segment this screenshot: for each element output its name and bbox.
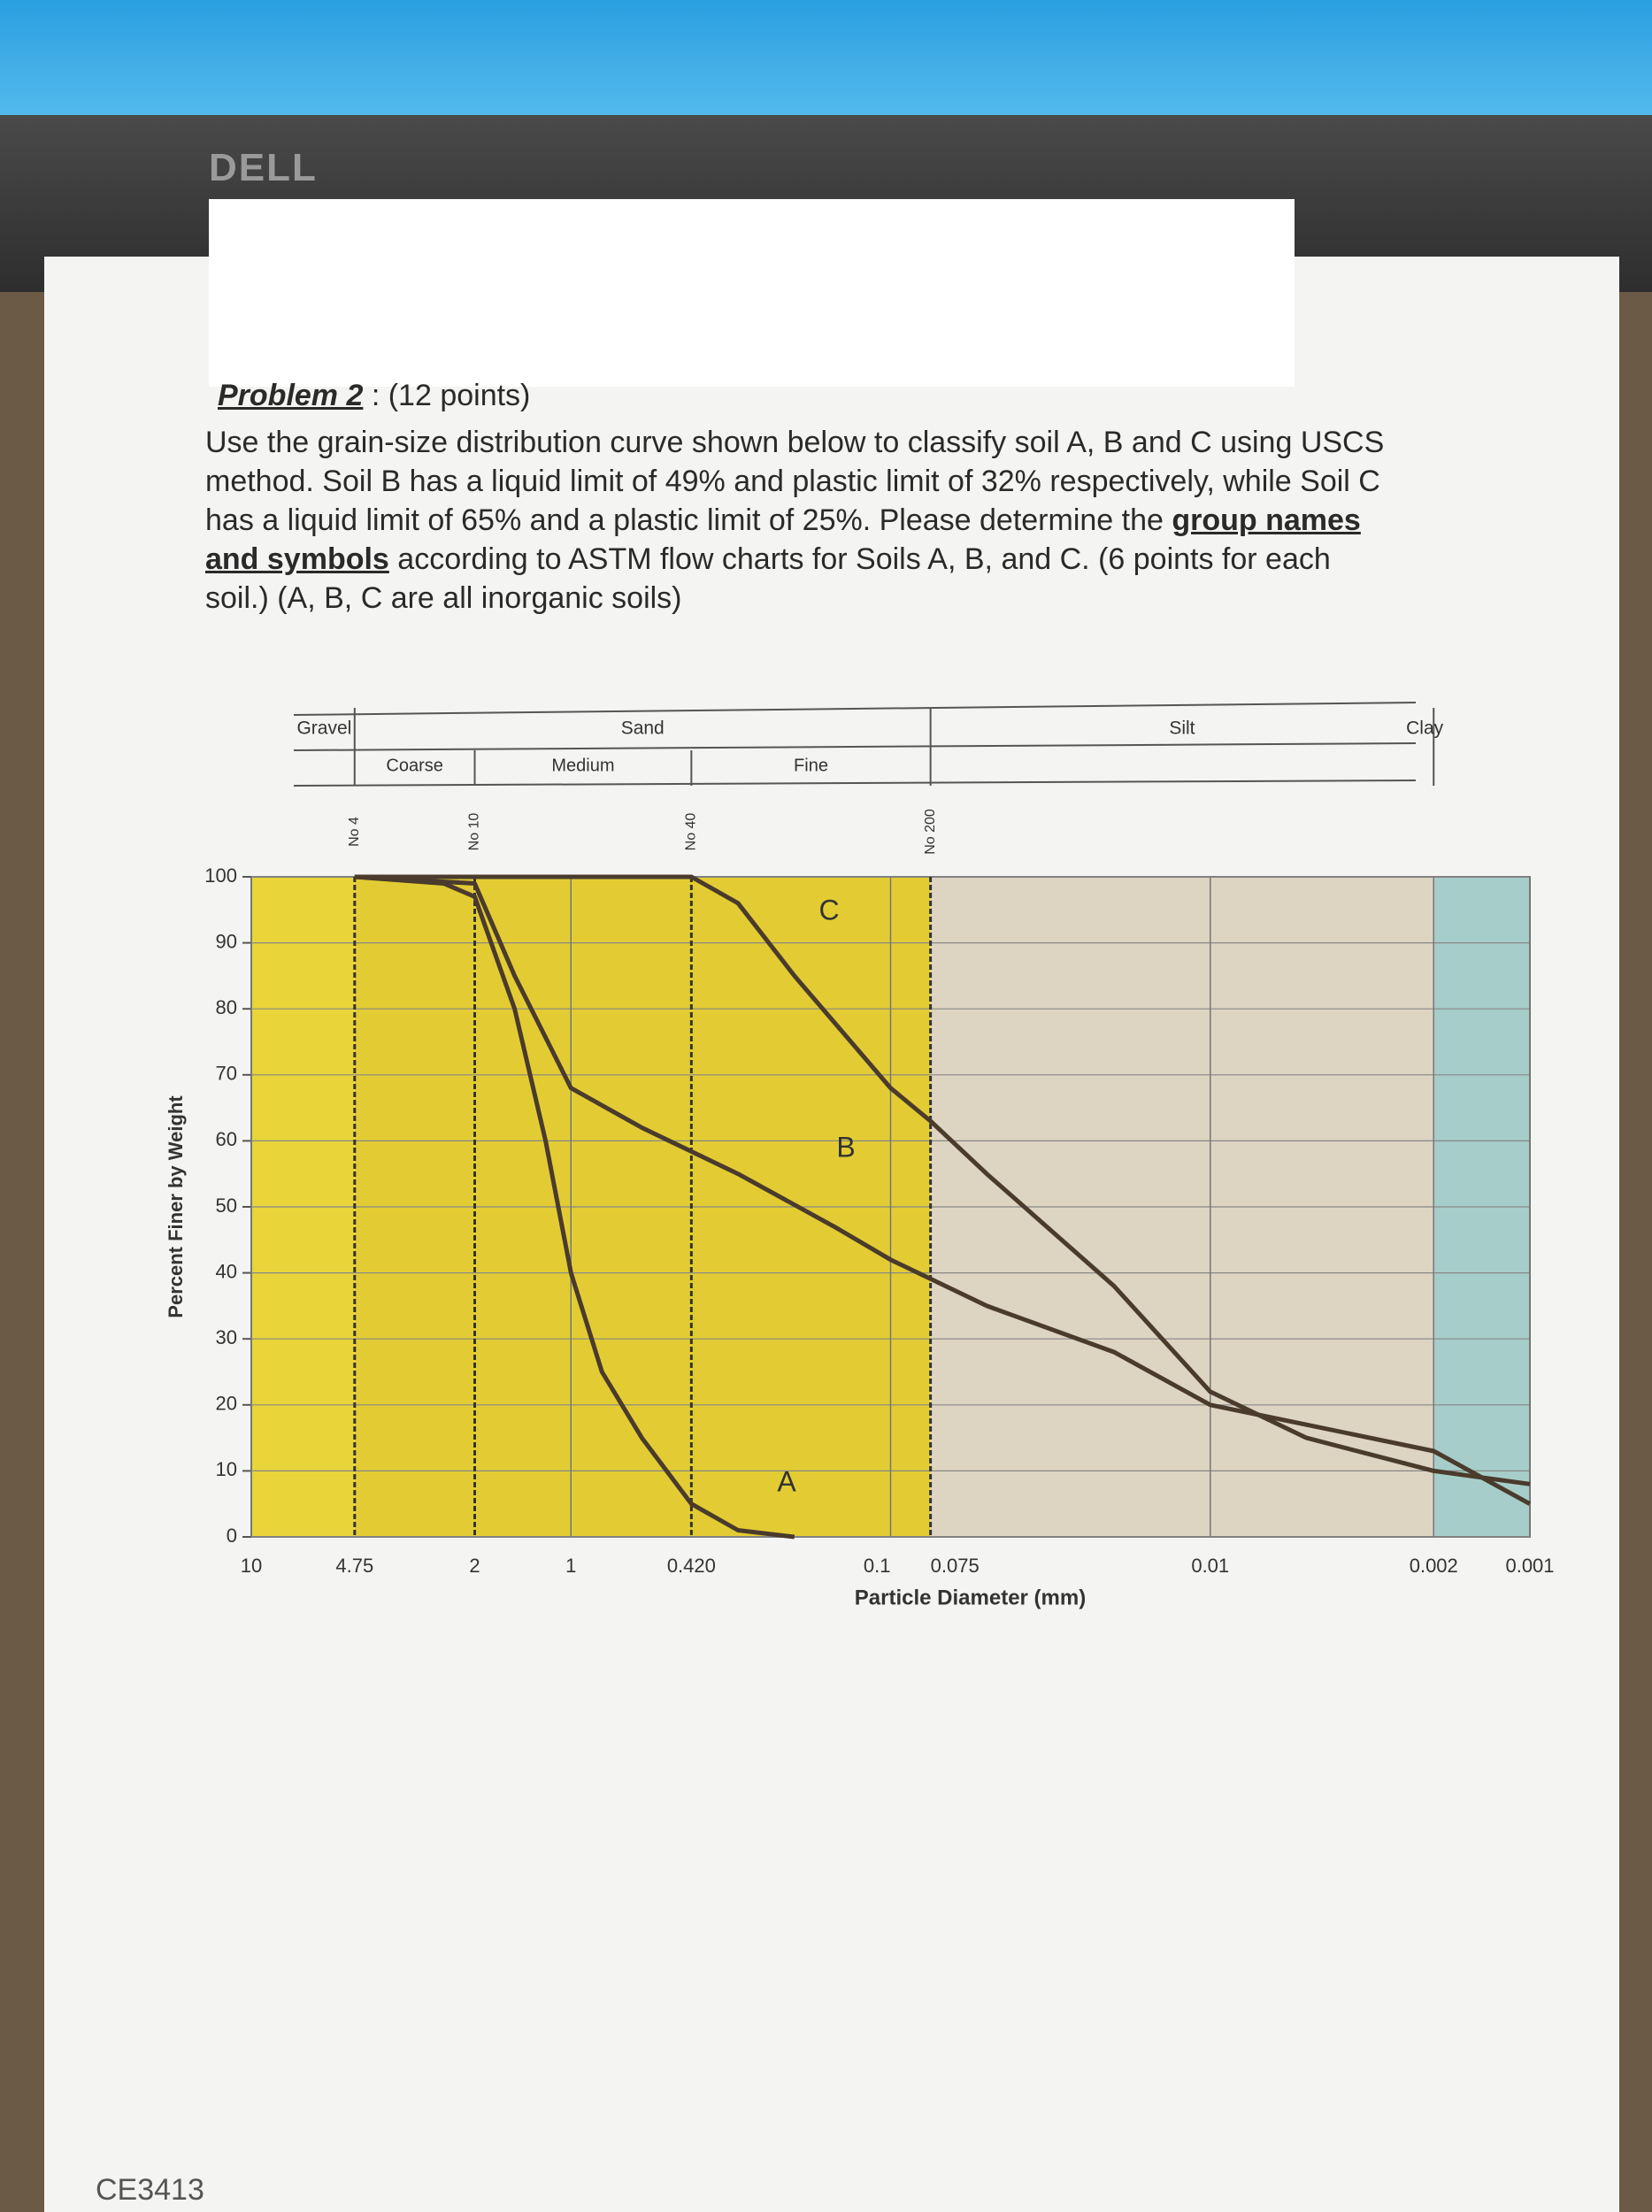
x-tick-label: 0.075 bbox=[931, 1555, 980, 1577]
soil-class-label: Sand bbox=[621, 718, 665, 739]
table-line bbox=[293, 780, 1417, 787]
x-tick-label: 4.75 bbox=[335, 1555, 373, 1577]
brand-logo: DELL bbox=[209, 146, 318, 189]
curve-label: C bbox=[818, 894, 839, 926]
x-axis-label: Particle Diameter (mm) bbox=[855, 1586, 1086, 1609]
x-tick-label: 0.01 bbox=[1191, 1555, 1229, 1577]
text-part: according to ASTM flow charts for Soils … bbox=[205, 542, 1331, 615]
text-part: Use the grain-size distribution curve sh… bbox=[205, 426, 1385, 537]
x-tick-label: 0.1 bbox=[864, 1555, 891, 1577]
x-tick-label: 2 bbox=[469, 1555, 480, 1577]
y-axis-label: Percent Finer by Weight bbox=[165, 1095, 187, 1318]
x-tick-label: 0.002 bbox=[1410, 1555, 1458, 1577]
y-tick-label: 50 bbox=[216, 1194, 237, 1217]
redacted-box bbox=[209, 199, 1295, 387]
sieve-label: No 10 bbox=[467, 813, 482, 851]
y-tick-label: 80 bbox=[216, 996, 237, 1018]
curve bbox=[354, 874, 1532, 1506]
problem-number: Problem 2 bbox=[218, 379, 364, 412]
problem-heading: Problem 2 : (12 points) bbox=[218, 379, 530, 413]
soil-class-label: Silt bbox=[1169, 718, 1195, 739]
sieve-label: No 200 bbox=[923, 809, 938, 855]
x-tick-label: 0.001 bbox=[1505, 1555, 1554, 1577]
y-tick-label: 70 bbox=[216, 1063, 237, 1085]
soil-class-label: Clay bbox=[1406, 718, 1444, 739]
y-tick-label: 10 bbox=[216, 1458, 237, 1480]
y-tick-label: 0 bbox=[227, 1525, 237, 1547]
y-tick-label: 100 bbox=[204, 864, 237, 887]
course-code: CE3413 bbox=[96, 2173, 204, 2207]
y-tick-label: 90 bbox=[216, 930, 237, 952]
x-tick-label: 10 bbox=[241, 1555, 262, 1577]
problem-text: Use the grain-size distribution curve sh… bbox=[205, 423, 1391, 618]
curve bbox=[354, 874, 795, 1540]
sand-class-label: Fine bbox=[794, 756, 828, 775]
table-line bbox=[293, 702, 1417, 716]
curve bbox=[354, 874, 1531, 1486]
y-tick-label: 20 bbox=[216, 1393, 237, 1415]
problem-points: : (12 points) bbox=[371, 379, 531, 412]
sand-class-label: Coarse bbox=[386, 756, 442, 775]
sieve-label: No 4 bbox=[347, 817, 362, 847]
text-emphasis: group names and symbols bbox=[205, 503, 1361, 576]
table-line bbox=[293, 742, 1417, 751]
y-tick-label: 60 bbox=[216, 1128, 237, 1150]
curve-label: B bbox=[836, 1131, 855, 1163]
soil-class-label: Gravel bbox=[296, 718, 351, 739]
sieve-label: No 40 bbox=[684, 813, 699, 851]
curve-label: A bbox=[777, 1465, 796, 1497]
y-tick-label: 30 bbox=[216, 1326, 237, 1348]
sand-class-label: Medium bbox=[551, 756, 614, 775]
x-tick-label: 0.420 bbox=[667, 1555, 716, 1577]
x-tick-label: 1 bbox=[565, 1555, 576, 1577]
y-tick-label: 40 bbox=[216, 1260, 237, 1282]
